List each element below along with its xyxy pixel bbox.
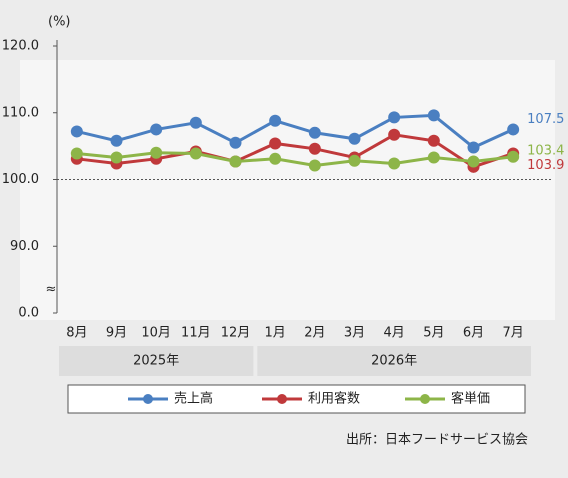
point: [427, 134, 440, 147]
point: [467, 155, 480, 168]
end-label: 103.9: [527, 158, 564, 173]
x-tick-label: 9月: [106, 326, 127, 341]
legend-marker: [420, 394, 430, 404]
year-band: [257, 346, 531, 376]
axis-break: ≈: [46, 282, 57, 297]
legend-marker: [143, 394, 153, 404]
point: [348, 154, 361, 167]
point: [110, 151, 123, 164]
point: [308, 142, 321, 155]
point: [229, 155, 242, 168]
point: [507, 123, 520, 136]
point: [388, 128, 401, 141]
legend-label: 売上高: [174, 391, 213, 407]
point: [269, 152, 282, 165]
x-tick-label: 1月: [265, 326, 286, 341]
point: [229, 136, 242, 149]
plot-backdrop: [20, 60, 555, 320]
year-label: 2025年: [133, 354, 179, 369]
point: [269, 137, 282, 150]
point: [467, 141, 480, 154]
point: [388, 111, 401, 124]
x-tick-label: 2月: [304, 326, 325, 341]
year-label: 2026年: [371, 354, 417, 369]
legend-label: 客単価: [451, 391, 490, 407]
x-tick-label: 8月: [66, 326, 87, 341]
x-tick-label: 12月: [221, 326, 251, 341]
source: 出所：日本フードサービス協会: [346, 433, 528, 448]
series-line: [76, 133, 514, 169]
point: [110, 134, 123, 147]
y-tick-label: 0.0: [18, 306, 39, 321]
legend-marker: [277, 394, 287, 404]
x-tick-label: 7月: [503, 326, 524, 341]
point: [308, 126, 321, 139]
year-band: [59, 346, 254, 376]
point: [189, 147, 202, 160]
point: [70, 147, 83, 160]
point: [427, 151, 440, 164]
y-axis-label: (%): [48, 15, 71, 30]
point: [150, 146, 163, 159]
end-label: 103.4: [527, 143, 564, 158]
x-tick-label: 11月: [181, 326, 211, 341]
series-line: [76, 113, 514, 150]
point: [427, 109, 440, 122]
end-label: 107.5: [527, 112, 564, 127]
point: [388, 157, 401, 170]
y-tick-label: 90.0: [10, 239, 39, 254]
x-tick-label: 3月: [344, 326, 365, 341]
legend-label: 利用客数: [308, 391, 360, 407]
y-tick-label: 110.0: [2, 105, 39, 120]
x-tick-label: 10月: [141, 326, 171, 341]
series-line: [76, 151, 514, 167]
y-tick-label: 100.0: [2, 172, 39, 187]
y-tick-label: 120.0: [2, 39, 39, 54]
x-tick-label: 4月: [384, 326, 405, 341]
point: [70, 125, 83, 138]
point: [507, 150, 520, 163]
point: [150, 123, 163, 136]
x-tick-label: 6月: [463, 326, 484, 341]
point: [348, 132, 361, 145]
point: [269, 114, 282, 127]
point: [308, 159, 321, 172]
point: [189, 116, 202, 129]
x-tick-label: 5月: [423, 326, 444, 341]
